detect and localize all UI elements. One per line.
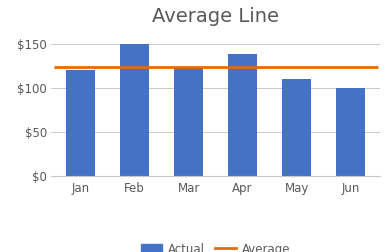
Bar xyxy=(228,54,258,176)
Legend: Actual, Average: Actual, Average xyxy=(136,238,295,252)
Bar xyxy=(174,68,203,176)
Title: Average Line: Average Line xyxy=(152,7,279,26)
Bar xyxy=(66,70,96,176)
Bar xyxy=(282,79,311,176)
Bar xyxy=(120,44,149,176)
Bar xyxy=(336,88,365,176)
